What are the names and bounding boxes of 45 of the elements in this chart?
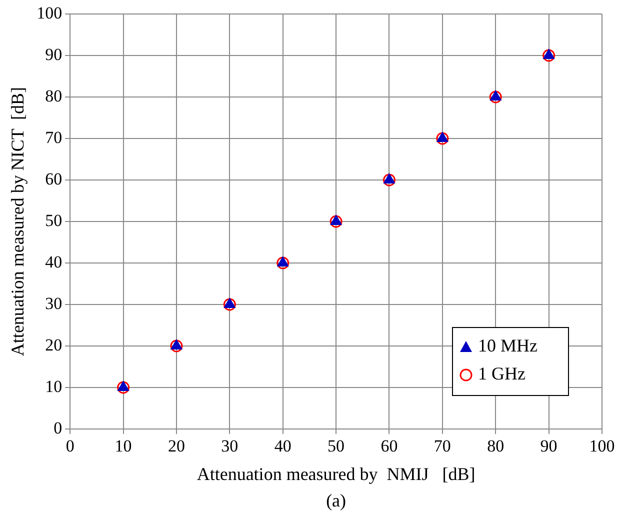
x-tick-label: 50: [328, 436, 345, 456]
text: (a): [326, 490, 346, 511]
point: [542, 49, 556, 62]
y-tick-label: 80: [45, 86, 62, 106]
point: [224, 298, 236, 308]
point: [382, 174, 396, 186]
point: [384, 174, 395, 184]
legend-label: 1 GHz: [478, 364, 526, 384]
x-tick-label: 10: [114, 436, 132, 456]
x-tick-label: 0: [66, 436, 74, 456]
y-tick-label: 90: [45, 44, 62, 64]
point: [489, 90, 502, 104]
point: [117, 381, 130, 394]
point: [436, 132, 448, 142]
point: [436, 132, 449, 145]
x-tick-label: 60: [380, 436, 398, 456]
point: [277, 256, 289, 266]
y-axis-title: Attenuation measured by NICT [dB]: [8, 86, 28, 356]
x-tick-label: 80: [487, 436, 504, 456]
x-tick-label: 40: [274, 436, 292, 456]
x-tick-label: 70: [434, 436, 451, 456]
y-tick-label: 60: [45, 169, 62, 188]
y-tick-label: 30: [45, 294, 62, 313]
point: [490, 90, 502, 100]
point: [330, 215, 342, 228]
y-tick-label: 70: [45, 128, 62, 147]
point: [170, 340, 182, 350]
point: [330, 215, 342, 225]
point: [170, 340, 183, 352]
x-axis-title: Attenuation measured by NMIJ [dB]: [196, 464, 476, 484]
y-tick-label: 0: [54, 418, 62, 438]
x-tick-label: 90: [540, 436, 558, 456]
x-tick-label: 30: [221, 436, 238, 456]
y-tick-label: 100: [36, 3, 62, 22]
x-tick-label: 20: [168, 436, 185, 456]
y-tick-label: 10: [45, 376, 62, 396]
point: [118, 381, 129, 391]
y-tick-label: 40: [45, 252, 62, 272]
point: [543, 49, 555, 59]
point: [223, 298, 236, 311]
legend-label: 10 MHz: [478, 336, 538, 356]
y-tick-label: 20: [45, 335, 62, 354]
point: [276, 256, 290, 270]
y-tick-label: 50: [45, 210, 62, 230]
x-tick-label: 100: [589, 436, 615, 456]
